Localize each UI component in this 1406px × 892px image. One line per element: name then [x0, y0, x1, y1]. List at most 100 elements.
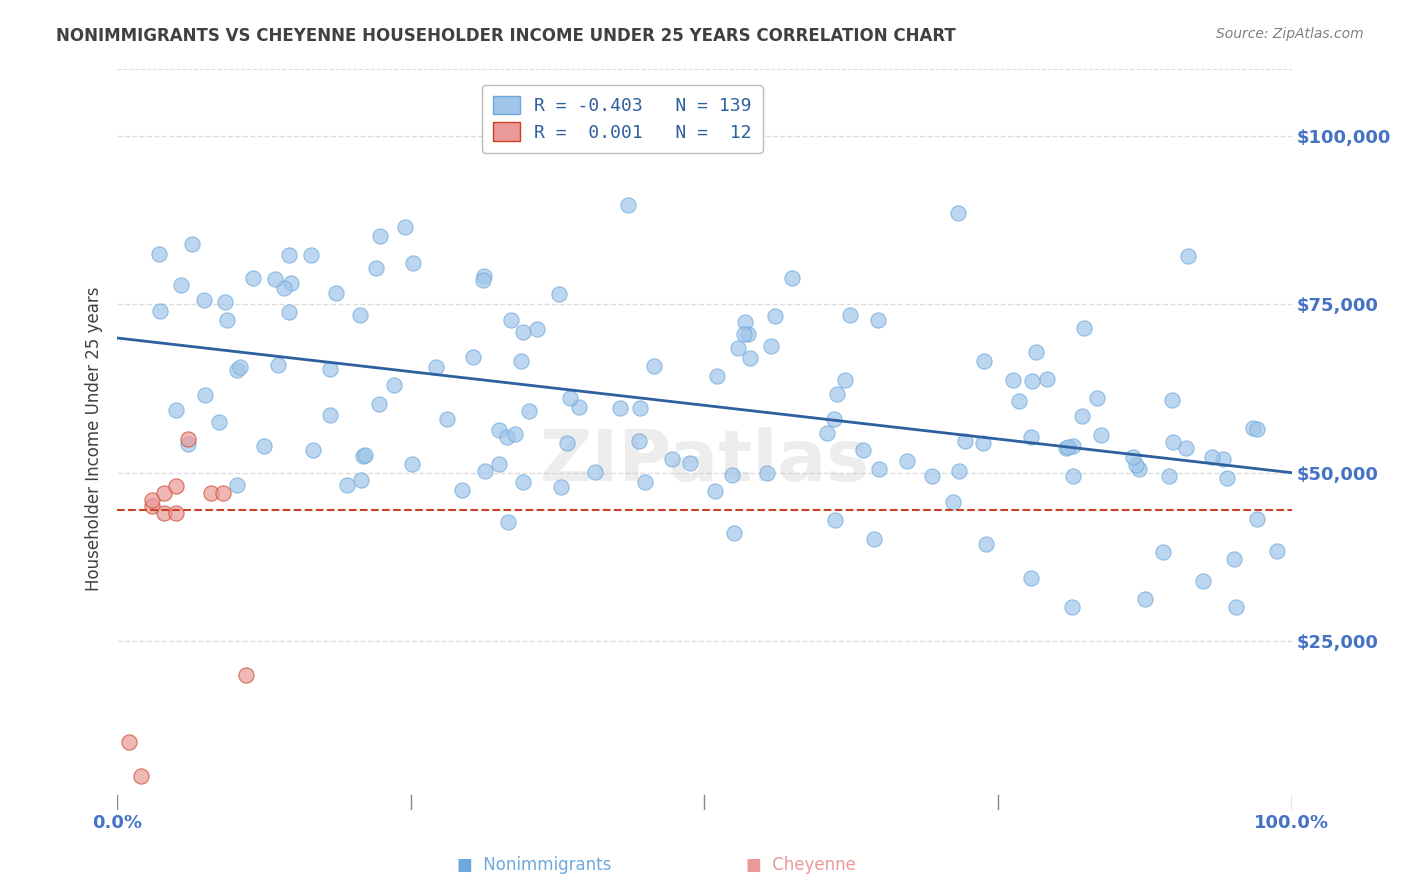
- Point: [1002, 373, 1025, 387]
- Point: [509, 354, 531, 368]
- Point: [1135, 592, 1157, 607]
- Point: [1177, 248, 1199, 262]
- Point: [267, 358, 290, 372]
- Point: [679, 456, 702, 470]
- Point: [734, 315, 756, 329]
- Point: [948, 464, 970, 478]
- Point: [235, 668, 257, 682]
- Point: [737, 326, 759, 341]
- Point: [153, 506, 176, 520]
- Point: [972, 436, 994, 450]
- Point: [921, 469, 943, 483]
- Point: [488, 423, 510, 437]
- Point: [633, 475, 655, 490]
- Point: [568, 401, 591, 415]
- Point: [763, 309, 786, 323]
- Point: [180, 237, 202, 252]
- Point: [302, 443, 325, 458]
- Point: [350, 473, 373, 487]
- Point: [1054, 442, 1077, 456]
- Point: [1222, 551, 1244, 566]
- Point: [617, 198, 640, 212]
- Point: [721, 468, 744, 483]
- Point: [215, 312, 238, 326]
- Point: [496, 515, 519, 529]
- Point: [1201, 450, 1223, 465]
- Point: [1241, 421, 1264, 435]
- Point: [583, 466, 606, 480]
- Point: [277, 304, 299, 318]
- Point: [1008, 394, 1031, 409]
- Point: [382, 378, 405, 392]
- Point: [838, 308, 860, 322]
- Point: [628, 401, 651, 416]
- Text: ZIPatlas: ZIPatlas: [540, 426, 869, 496]
- Text: NONIMMIGRANTS VS CHEYENNE HOUSEHOLDER INCOME UNDER 25 YEARS CORRELATION CHART: NONIMMIGRANTS VS CHEYENNE HOUSEHOLDER IN…: [56, 27, 956, 45]
- Point: [207, 415, 229, 429]
- Point: [896, 453, 918, 467]
- Point: [1019, 571, 1042, 585]
- Point: [474, 464, 496, 478]
- Point: [336, 478, 359, 492]
- Point: [519, 404, 541, 418]
- Point: [661, 451, 683, 466]
- Point: [273, 281, 295, 295]
- Point: [1246, 422, 1268, 436]
- Point: [953, 434, 976, 449]
- Point: [214, 294, 236, 309]
- Point: [723, 526, 745, 541]
- Point: [1125, 458, 1147, 472]
- Point: [242, 271, 264, 285]
- Point: [1073, 321, 1095, 335]
- Point: [780, 270, 803, 285]
- Point: [319, 361, 342, 376]
- Point: [824, 513, 846, 527]
- Point: [609, 401, 631, 416]
- Text: ■  Nonimmigrants: ■ Nonimmigrants: [457, 856, 612, 874]
- Point: [170, 278, 193, 293]
- Point: [436, 412, 458, 426]
- Point: [827, 386, 849, 401]
- Point: [165, 479, 187, 493]
- Point: [866, 313, 889, 327]
- Point: [1021, 374, 1043, 388]
- Point: [851, 442, 873, 457]
- Point: [815, 425, 838, 440]
- Point: [503, 427, 526, 442]
- Point: [129, 769, 152, 783]
- Point: [1128, 462, 1150, 476]
- Point: [727, 342, 749, 356]
- Point: [733, 326, 755, 341]
- Point: [740, 351, 762, 366]
- Point: [165, 506, 187, 520]
- Text: Source: ZipAtlas.com: Source: ZipAtlas.com: [1216, 27, 1364, 41]
- Point: [253, 439, 276, 453]
- Point: [1062, 600, 1084, 615]
- Point: [401, 457, 423, 471]
- Point: [472, 268, 495, 283]
- Point: [1122, 450, 1144, 465]
- Point: [1161, 392, 1184, 407]
- Point: [1025, 345, 1047, 359]
- Point: [1057, 440, 1080, 454]
- Point: [1062, 468, 1084, 483]
- Point: [558, 391, 581, 405]
- Point: [555, 435, 578, 450]
- Point: [402, 256, 425, 270]
- Point: [141, 492, 163, 507]
- Point: [643, 359, 665, 374]
- Point: [548, 287, 571, 301]
- Point: [280, 276, 302, 290]
- Point: [1070, 409, 1092, 424]
- Point: [706, 368, 728, 383]
- Point: [226, 478, 249, 492]
- Point: [495, 429, 517, 443]
- Point: [868, 462, 890, 476]
- Point: [367, 397, 389, 411]
- Point: [354, 448, 377, 462]
- Point: [1152, 545, 1174, 559]
- Point: [299, 248, 322, 262]
- Point: [165, 402, 187, 417]
- Point: [200, 486, 222, 500]
- Point: [149, 304, 172, 318]
